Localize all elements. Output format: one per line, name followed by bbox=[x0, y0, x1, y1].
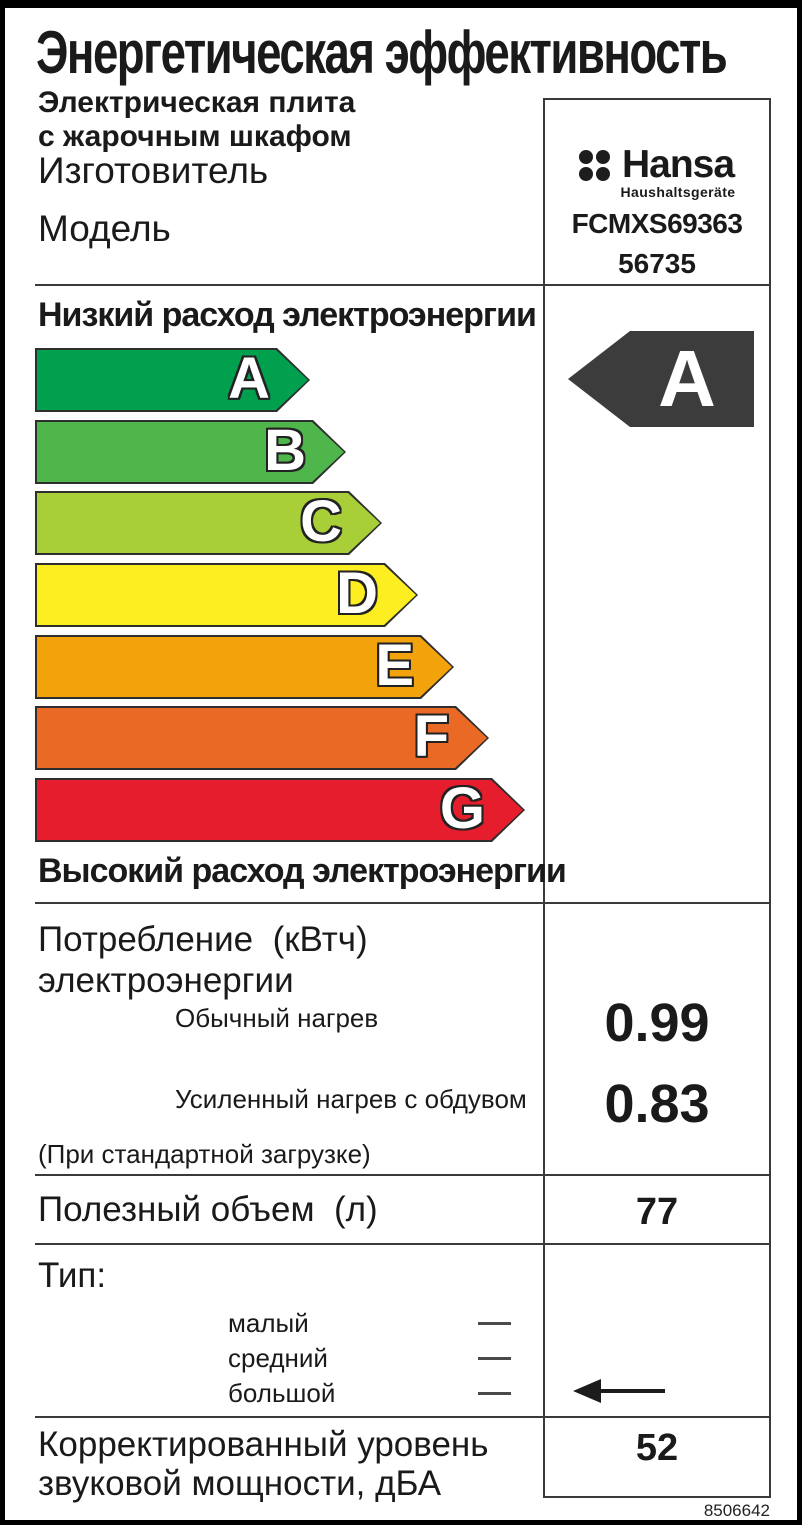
grade-arrow-fill bbox=[37, 637, 452, 697]
type-label: Тип: bbox=[38, 1256, 107, 1295]
logo-dot bbox=[595, 150, 610, 164]
grade-letter: G bbox=[439, 776, 485, 841]
volume-label: Полезный объем (л) bbox=[38, 1190, 378, 1229]
low-consumption-heading: Низкий расход электроэнергии bbox=[38, 296, 537, 334]
grade-arrow-e: E bbox=[35, 635, 454, 699]
grade-letter: A bbox=[228, 346, 270, 411]
appliance-subtitle: Электрическая плита с жарочным шкафом bbox=[38, 86, 355, 153]
consumption-note: (При стандартной загрузке) bbox=[38, 1139, 371, 1169]
grade-arrow-fill bbox=[37, 493, 380, 553]
volume-value: 77 bbox=[635, 1191, 679, 1233]
type-dash bbox=[478, 1392, 511, 1395]
grade-arrow-d: D bbox=[35, 563, 418, 627]
grade-letter: C bbox=[300, 489, 342, 554]
rating-arrow: A bbox=[568, 331, 754, 427]
type-option-large: большой bbox=[228, 1378, 336, 1408]
divider bbox=[543, 1496, 771, 1498]
divider bbox=[543, 98, 771, 100]
grade-letter: D bbox=[336, 561, 378, 626]
consumption-row-value: 0.99 bbox=[604, 993, 710, 1053]
grade-arrow-f: F bbox=[35, 706, 489, 770]
noise-label-line2: звуковой мощности, дБА bbox=[38, 1464, 442, 1503]
model-number: 56735 bbox=[618, 248, 696, 279]
type-dash bbox=[478, 1322, 511, 1325]
divider bbox=[769, 98, 771, 1498]
divider bbox=[35, 1174, 771, 1176]
model-label: Модель bbox=[38, 208, 171, 249]
type-dash bbox=[478, 1357, 511, 1360]
hansa-dots-icon bbox=[578, 150, 610, 181]
divider bbox=[35, 1416, 771, 1418]
grade-arrow-fill bbox=[37, 565, 416, 625]
type-option-small: малый bbox=[228, 1308, 309, 1338]
grade-arrow-fill bbox=[37, 780, 523, 840]
consumption-row-label: Обычный нагрев bbox=[175, 1003, 379, 1033]
arrow-left-head bbox=[573, 1379, 601, 1403]
logo-dot bbox=[595, 167, 610, 181]
page-title: Энергетическая эффективность bbox=[36, 19, 728, 86]
appliance-subtitle-line2: с жарочным шкафом bbox=[38, 119, 352, 153]
logo-dot bbox=[578, 150, 593, 164]
manufacturer-label: Изготовитель bbox=[38, 150, 269, 191]
divider bbox=[543, 98, 545, 1498]
hansa-logo: Hansa Haushaltsgeräte bbox=[545, 143, 769, 201]
noise-value: 52 bbox=[635, 1427, 679, 1469]
grade-arrow-fill bbox=[37, 708, 487, 768]
brand-tagline: Haushaltsgeräte bbox=[620, 184, 736, 201]
brand-name: Hansa bbox=[621, 143, 735, 186]
noise-label-line1: Корректированный уровень bbox=[38, 1425, 489, 1464]
high-consumption-heading: Высокий расход электроэнергии bbox=[38, 852, 567, 890]
grade-arrow-c: C bbox=[35, 491, 382, 555]
consumption-heading-line2: электроэнергии bbox=[38, 961, 294, 1000]
model-code: FCMXS69363 bbox=[571, 208, 743, 239]
divider bbox=[35, 1243, 771, 1245]
consumption-row-label: Усиленный нагрев с обдувом bbox=[175, 1084, 527, 1114]
appliance-subtitle-line1: Электрическая плита bbox=[38, 86, 356, 119]
grade-letter: B bbox=[264, 418, 306, 483]
logo-dot bbox=[578, 167, 593, 181]
consumption-row-value: 0.83 bbox=[604, 1074, 710, 1134]
rating-letter: A bbox=[658, 334, 716, 423]
grade-arrow-fill bbox=[37, 422, 344, 482]
grade-arrow-a: A bbox=[35, 348, 310, 412]
grade-arrow-b: B bbox=[35, 420, 346, 484]
document-number: 8506642 bbox=[703, 1501, 770, 1520]
grade-letter: E bbox=[375, 633, 414, 698]
arrow-left-tail bbox=[599, 1389, 665, 1393]
consumption-heading-line1: Потребление (кВтч) bbox=[38, 920, 368, 959]
hansa-wordmark: Hansa Haushaltsgeräte bbox=[620, 143, 736, 201]
grade-arrow-fill bbox=[37, 350, 308, 410]
divider bbox=[35, 902, 771, 904]
arrow-left-icon bbox=[573, 1379, 665, 1403]
grade-letter: F bbox=[413, 704, 449, 769]
divider bbox=[35, 284, 771, 286]
type-option-medium: средний bbox=[228, 1343, 328, 1373]
grade-arrow-g: G bbox=[35, 778, 525, 842]
